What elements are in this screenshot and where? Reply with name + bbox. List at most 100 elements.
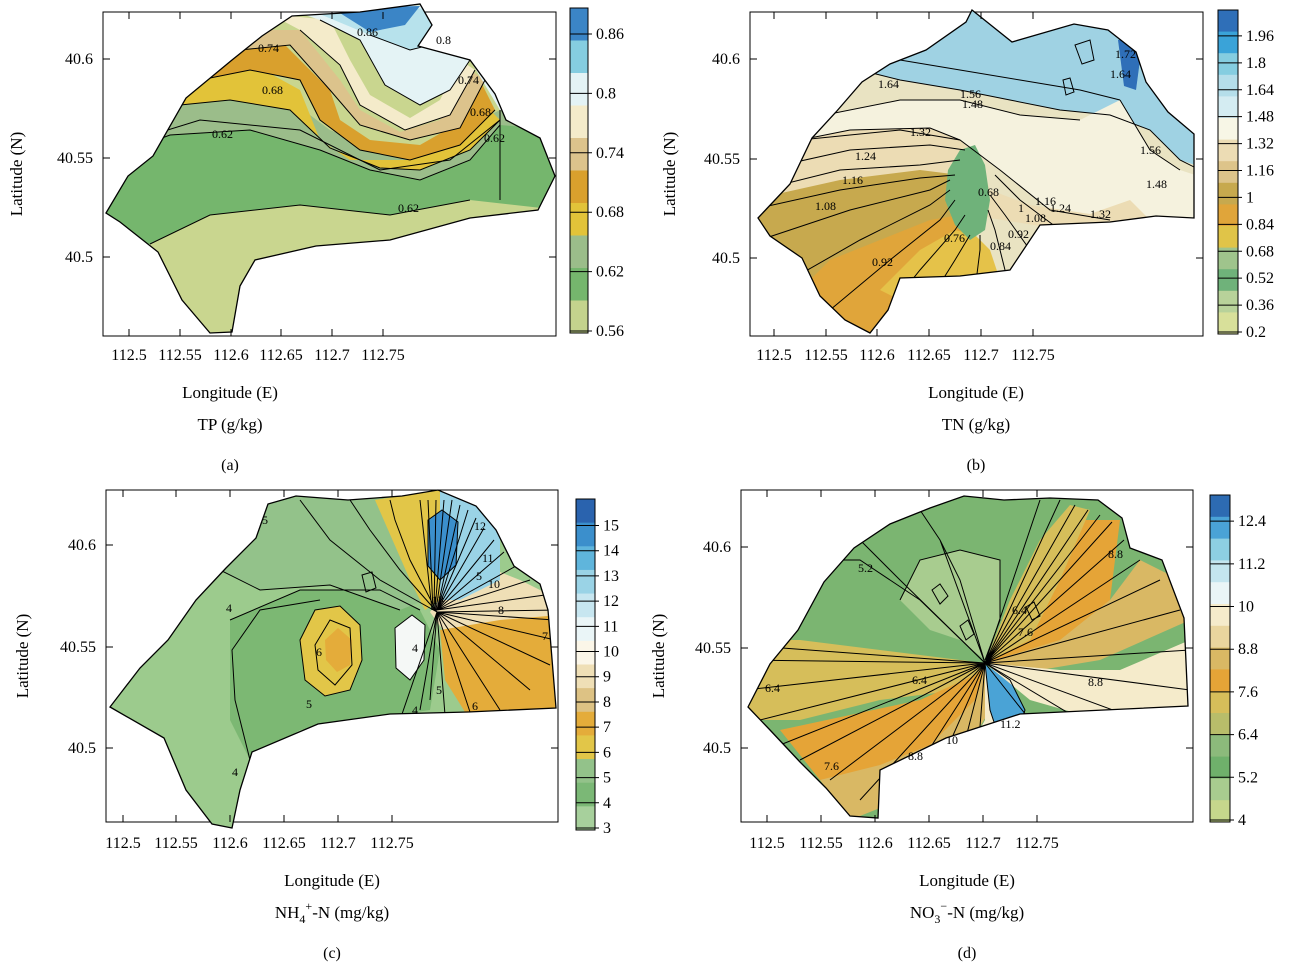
colorbar-tick-label: 12 xyxy=(603,593,619,610)
colorbar-tick-label: 8.8 xyxy=(1238,641,1258,658)
colorbar-segment xyxy=(570,170,588,204)
contour-label: 6.4 xyxy=(1012,603,1027,617)
colorbar-segment xyxy=(1210,800,1230,823)
y-tick-label: 40.5 xyxy=(68,740,96,757)
contour-label: 1.08 xyxy=(815,199,836,213)
colorbar-tick-label: 6 xyxy=(603,744,611,761)
y-tick-label: 40.55 xyxy=(60,639,96,656)
x-tick-label: 112.75 xyxy=(1011,347,1054,364)
contour-label: 0.74 xyxy=(458,73,479,87)
colorbar-tick-label: 11.2 xyxy=(1238,556,1265,573)
colorbar-tick-label: 0.84 xyxy=(1246,216,1274,233)
contour-label: 5 xyxy=(476,569,482,583)
x-tick-label: 112.5 xyxy=(756,347,791,364)
colorbar-segment xyxy=(570,105,588,139)
fill-band xyxy=(945,145,990,240)
colorbar-segment xyxy=(570,268,588,301)
colorbar-segment xyxy=(1218,247,1238,270)
colorbar-segment xyxy=(576,640,595,665)
y-axis-label: Latitude (N) xyxy=(7,132,26,217)
colorbar-segment xyxy=(576,759,595,784)
x-tick-label: 112.55 xyxy=(799,835,842,852)
colorbar-segment xyxy=(1210,734,1230,758)
colorbar-tick-label: 0.36 xyxy=(1246,297,1274,314)
colorbar-segment xyxy=(570,8,588,41)
contour-label: 1.64 xyxy=(878,77,899,91)
colorbar-segment xyxy=(1218,204,1238,227)
x-tick-label: 112.65 xyxy=(907,347,950,364)
contour-label: 11 xyxy=(482,551,494,565)
colorbar-segment xyxy=(576,806,595,831)
contour-label: 1.64 xyxy=(1110,67,1131,81)
colorbar-tick-label: 7.6 xyxy=(1238,684,1258,701)
contour-label: 5.2 xyxy=(858,561,873,575)
colorbar-tick-label: 15 xyxy=(603,517,619,534)
colorbar-segment xyxy=(576,593,595,618)
contour-label: 10 xyxy=(488,577,500,591)
colorbar-segment xyxy=(1210,604,1230,627)
colorbar-segment xyxy=(1210,582,1230,605)
contour-label: 1.16 xyxy=(1035,194,1056,208)
colorbar-tick-label: 7 xyxy=(603,719,611,736)
colorbar-tick-label: 0.74 xyxy=(596,145,624,162)
colorbar-segment xyxy=(1210,756,1230,779)
fill-band xyxy=(900,550,1000,660)
x-axis-label: Longitude (E) xyxy=(919,871,1015,890)
x-tick-label: 112.6 xyxy=(857,835,892,852)
contour-label: 4 xyxy=(232,765,238,779)
colorbar-tick-label: 1.16 xyxy=(1246,163,1274,180)
x-tick-label: 112.65 xyxy=(262,835,305,852)
x-tick-label: 112.7 xyxy=(320,835,355,852)
y-tick-label: 40.5 xyxy=(65,249,93,266)
colorbar-tick-label: 0.68 xyxy=(1246,243,1274,260)
contour-label: 8 xyxy=(498,603,504,617)
colorbar-tick-label: 0.8 xyxy=(596,85,616,102)
x-tick-label: 112.5 xyxy=(105,835,140,852)
panel-d: 5.2 6.4 6.4 6.4 7.6 7.6 8.8 8.8 8.8 10 1… xyxy=(740,489,1194,823)
contour-label: 6 xyxy=(316,645,322,659)
contour-label: 0.62 xyxy=(484,131,505,145)
panel-label: (c) xyxy=(323,945,341,962)
colorbar-segment xyxy=(1210,691,1230,714)
y-axis-label: Latitude (N) xyxy=(660,132,679,217)
region-outline xyxy=(105,3,556,334)
colorbar-segment xyxy=(576,711,595,736)
colorbar-tick-label: 0.52 xyxy=(1246,270,1274,287)
colorbar-segment xyxy=(1218,53,1238,76)
contour-label: 13 xyxy=(432,593,444,607)
contour-labels: 1.72 1.64 1.64 1.56 1.56 1.48 1.48 1.32 … xyxy=(815,47,1167,269)
colorbar-segment xyxy=(1210,778,1230,801)
colorbar-segment xyxy=(1218,139,1238,162)
contour-label: 1.48 xyxy=(962,97,983,111)
colorbar-tick-label: 10 xyxy=(1238,599,1254,616)
colorbar-tick-label: 9 xyxy=(603,669,611,686)
x-tick-label: 112.6 xyxy=(859,347,894,364)
x-axis-label: Longitude (E) xyxy=(182,383,278,402)
x-tick-label: 112.55 xyxy=(158,347,201,364)
colorbar-tick-label: 0.62 xyxy=(596,264,624,281)
contour-label: 1 xyxy=(1018,201,1024,215)
contour-label: 8.8 xyxy=(1088,675,1103,689)
y-axis-label: Latitude (N) xyxy=(13,614,32,699)
colorbar-segment xyxy=(1210,538,1230,561)
panel-label: (a) xyxy=(221,457,239,474)
fill-band xyxy=(820,665,990,818)
colorbar-frame xyxy=(1209,494,1231,823)
contour-label: 0.86 xyxy=(357,25,378,39)
contour-label: 4 xyxy=(412,641,418,655)
x-tick-label: 112.55 xyxy=(154,835,197,852)
colorbar-segment xyxy=(570,138,588,171)
contour-label: 5 xyxy=(306,697,312,711)
colorbar-segment xyxy=(1218,290,1238,313)
contour-label: 10 xyxy=(946,733,958,747)
colorbar-segment xyxy=(1210,669,1230,692)
fill-band xyxy=(375,490,440,610)
contour-label: 8.8 xyxy=(1108,547,1123,561)
colorbar-segment xyxy=(1210,713,1230,736)
colorbar-segment xyxy=(1218,161,1238,184)
colorbar-segment xyxy=(1218,10,1238,33)
x-tick-label: 112.7 xyxy=(965,835,1000,852)
colorbar-tick-label: 3 xyxy=(603,820,611,837)
fill-band xyxy=(985,640,1188,720)
